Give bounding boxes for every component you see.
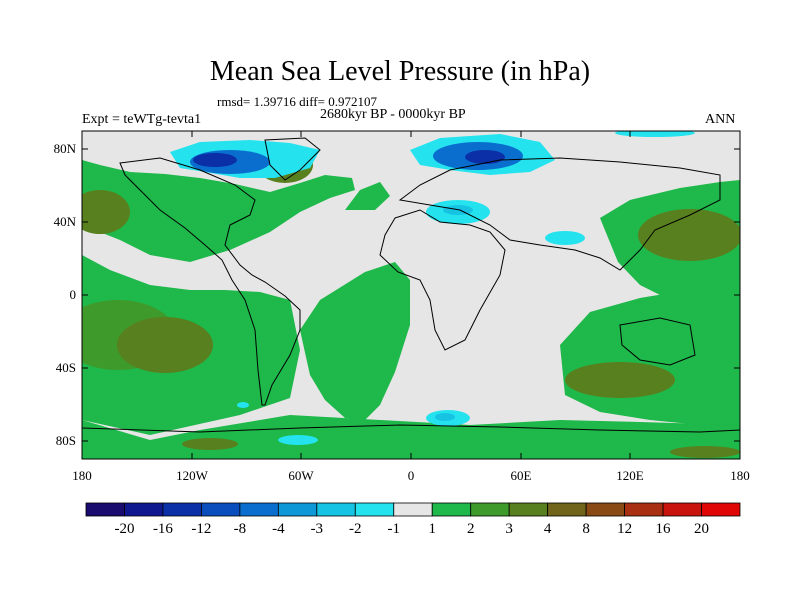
colorbar-box <box>354 502 395 517</box>
colorbar-box <box>239 502 279 517</box>
coastlines <box>82 137 740 433</box>
lat-tick-80s: 80S <box>55 433 76 448</box>
rmsd-diff-stats: rmsd= 1.39716 diff= 0.972107 <box>217 94 377 109</box>
season-label: ANN <box>705 112 736 127</box>
strong-positive-cores <box>82 147 740 458</box>
colorbar-label: 4 <box>543 521 552 537</box>
time-period-label: 2680kyr BP - 0000kyr BP <box>320 107 466 122</box>
colorbar <box>85 502 741 517</box>
lon-tick-60e: 60E <box>510 468 532 483</box>
lat-tick-0: 0 <box>69 287 77 302</box>
north-atlantic-pacific-positive <box>82 160 355 262</box>
colorbar-box <box>547 502 587 517</box>
south-indian-core <box>565 362 675 398</box>
colorbar-box <box>393 502 433 517</box>
colorbar-box <box>624 502 664 517</box>
colorbar-label: -4 <box>272 521 285 537</box>
colorbar-box <box>508 502 549 517</box>
americas-coastline <box>119 157 301 406</box>
lon-tick-0: 0 <box>407 468 415 483</box>
lon-tick-120w: 120W <box>176 468 208 483</box>
colorbar-box <box>124 502 164 517</box>
central-asia-low <box>545 231 585 245</box>
arctic-top-low <box>615 131 695 137</box>
negative-anomaly-regions <box>170 131 695 445</box>
colorbar-label: -1 <box>387 521 401 537</box>
colorbar-label: 8 <box>582 521 590 537</box>
north-pacific-core <box>638 209 740 261</box>
antarctic-margin-positive <box>82 415 740 459</box>
colorbar-box <box>316 502 356 517</box>
north-atlantic-east-positive <box>345 182 390 210</box>
axis-ticks <box>82 131 740 459</box>
arctic-canada-low-center <box>193 153 237 167</box>
colorbar-box <box>85 502 125 517</box>
colorbar-label: -2 <box>349 521 362 537</box>
lon-tick-120e: 120E <box>616 468 644 483</box>
colorbar-box <box>662 502 702 517</box>
map-plot-area <box>82 131 740 459</box>
lat-tick-40s: 40S <box>55 360 76 375</box>
colorbar-label: -16 <box>152 521 173 537</box>
lon-tick-60w: 60W <box>288 468 314 483</box>
colorbar-label: -3 <box>310 521 324 537</box>
colorbar-label: -12 <box>191 521 212 537</box>
colorbar-label: 20 <box>694 521 710 537</box>
eurasia-coastline <box>398 157 721 271</box>
greenland-coastline <box>264 137 321 181</box>
colorbar-box <box>162 502 202 517</box>
experiment-label: Expt = teWTg-tevta1 <box>82 112 202 127</box>
small-low-patch <box>237 402 249 408</box>
colorbar-box <box>201 502 241 517</box>
ross-sea-low <box>278 435 318 445</box>
lon-tick-180e: 180 <box>730 468 750 483</box>
lon-tick-180w: 180 <box>72 468 92 483</box>
barents-low-center <box>465 150 505 164</box>
colorbar-box <box>277 502 318 517</box>
australia-coastline <box>619 317 696 366</box>
south-pacific-core <box>117 317 213 373</box>
colorbar-label: -20 <box>114 521 135 537</box>
colorbar-label: 2 <box>466 521 475 537</box>
colorbar-label: 3 <box>505 521 513 537</box>
lat-tick-80n: 80N <box>53 141 76 156</box>
north-east-pacific-core <box>82 190 130 234</box>
colorbar-box <box>701 502 741 517</box>
weddell-low-core <box>435 413 455 421</box>
colorbar-label: 12 <box>617 521 633 537</box>
south-atlantic-positive <box>300 262 410 420</box>
antarctica-coastline <box>82 424 740 433</box>
lat-tick-40n: 40N <box>53 214 76 229</box>
colorbar-label: 16 <box>655 521 671 537</box>
antarctic-core-east <box>670 446 740 458</box>
colorbar-box <box>585 502 625 517</box>
colorbar-box <box>431 502 472 517</box>
colorbar-box <box>470 502 510 517</box>
antarctic-core-west <box>182 438 238 450</box>
colorbar-label: 1 <box>428 521 436 537</box>
map-title: Mean Sea Level Pressure (in hPa) <box>209 56 591 87</box>
colorbar-label: -8 <box>233 521 247 537</box>
africa-coastline <box>379 209 506 351</box>
